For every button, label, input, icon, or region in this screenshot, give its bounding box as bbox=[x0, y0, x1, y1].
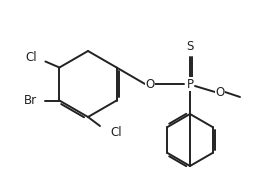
Text: Cl: Cl bbox=[26, 51, 37, 64]
Text: Br: Br bbox=[24, 94, 37, 107]
Text: Cl: Cl bbox=[110, 126, 122, 138]
Text: O: O bbox=[145, 78, 155, 90]
Text: O: O bbox=[215, 85, 225, 98]
Text: S: S bbox=[186, 41, 194, 54]
Text: P: P bbox=[186, 78, 193, 90]
